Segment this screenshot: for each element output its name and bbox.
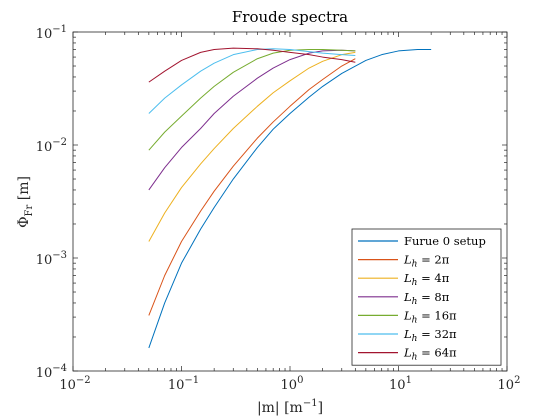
x-axis-label-tail: ] [318, 400, 323, 416]
plot-frame [72, 31, 508, 372]
series-line-4 [148, 49, 356, 151]
x-tick-label: 10−1 [168, 375, 199, 393]
series-line-0 [148, 49, 432, 349]
legend-label-4: Lh = 16π [403, 308, 457, 325]
legend-label-5: Lh = 32π [403, 327, 457, 344]
x-tick-label: 101 [389, 375, 412, 393]
y-tick-label: 10−4 [36, 363, 67, 381]
legend-box [351, 228, 502, 366]
legend-label-1: Lh = 2π [403, 253, 450, 270]
x-tick-label: 100 [281, 375, 304, 393]
legend-label-2: Lh = 4π [403, 271, 450, 288]
series-layer [148, 47, 432, 349]
y-tick-label: 10−3 [36, 250, 67, 268]
x-axis-label-sup: −1 [303, 398, 318, 409]
series-line-5 [148, 48, 356, 114]
axis-ticks [72, 31, 508, 372]
x-tick-label: 102 [498, 375, 521, 393]
y-tick-label: 10−1 [36, 24, 67, 42]
x-tick-label: 10−2 [59, 375, 90, 393]
chart-title: Froude spectra [232, 8, 348, 26]
tick-labels: 10−2 10−1 100 101 102 10−4 10−3 10−2 10−1 [36, 24, 521, 393]
y-axis-label-sub: Fr [24, 205, 35, 217]
y-axis-label-main: Φ [16, 216, 32, 227]
series-line-3 [148, 49, 356, 191]
x-axis-label-main: |m| [m [257, 400, 303, 416]
legend-label-6: Lh = 64π [403, 346, 457, 363]
series-line-2 [148, 51, 356, 242]
x-axis-label: |m| [m−1] [257, 398, 323, 416]
y-tick-label: 10−2 [36, 137, 67, 155]
series-line-1 [148, 58, 356, 316]
legend-label-0: Furue 0 setup [404, 234, 486, 248]
y-axis-label: ΦFr [m] [16, 176, 35, 228]
legend-label-3: Lh = 8π [403, 290, 450, 307]
y-axis-label-tail: [m] [16, 176, 32, 205]
series-line-6 [148, 47, 356, 83]
